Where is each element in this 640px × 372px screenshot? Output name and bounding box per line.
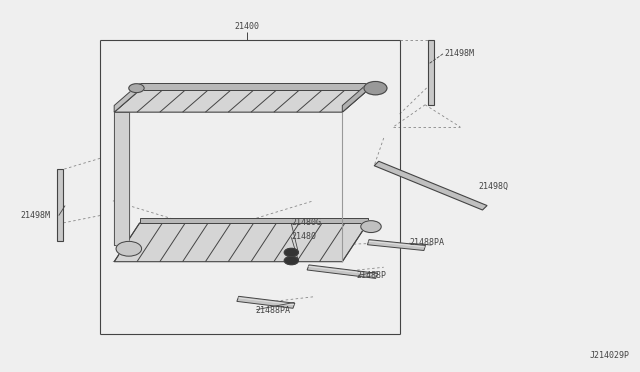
Polygon shape [114,83,140,112]
Polygon shape [428,40,434,105]
Text: 21480G: 21480G [291,218,321,227]
Text: 21400: 21400 [234,22,259,31]
Text: 21498M: 21498M [444,49,474,58]
Polygon shape [114,112,129,245]
Polygon shape [140,83,368,90]
Text: 21480: 21480 [291,232,316,241]
Circle shape [284,248,298,257]
Polygon shape [114,90,368,112]
Polygon shape [367,240,426,250]
Text: 21488P: 21488P [356,271,387,280]
Polygon shape [237,296,295,308]
Text: 21488PA: 21488PA [255,306,290,315]
Circle shape [364,81,387,95]
Text: 21488PA: 21488PA [409,238,444,247]
Polygon shape [374,161,487,210]
Circle shape [361,221,381,232]
Text: J214029P: J214029P [589,351,629,360]
Polygon shape [342,83,368,112]
Polygon shape [114,223,368,262]
Polygon shape [114,112,129,245]
Polygon shape [307,265,378,278]
Circle shape [116,241,141,256]
Circle shape [129,84,144,93]
Polygon shape [140,218,368,223]
Text: 21498M: 21498M [20,211,51,220]
Polygon shape [58,169,63,241]
Circle shape [284,257,298,264]
Text: 21498Q: 21498Q [478,182,508,190]
